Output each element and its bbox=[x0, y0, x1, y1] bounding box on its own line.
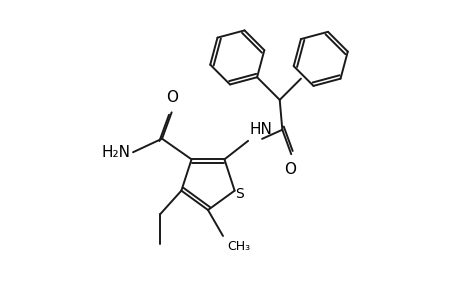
Text: CH₃: CH₃ bbox=[226, 240, 250, 253]
Text: O: O bbox=[165, 90, 177, 105]
Text: H₂N: H₂N bbox=[101, 145, 130, 160]
Text: HN: HN bbox=[249, 122, 271, 137]
Text: O: O bbox=[284, 162, 296, 177]
Text: S: S bbox=[235, 187, 243, 201]
